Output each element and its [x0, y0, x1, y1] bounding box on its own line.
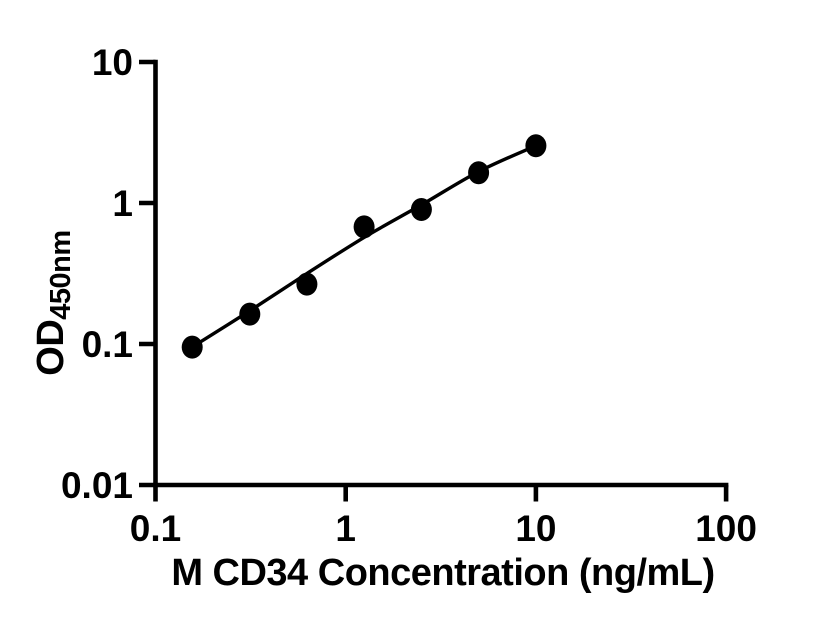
x-tick-label: 0.1	[130, 508, 181, 549]
y-tick-label: 10	[92, 42, 133, 83]
x-axis-title: M CD34 Concentration (ng/mL)	[171, 552, 714, 594]
data-point	[525, 134, 547, 158]
y-axis-title-subscript: 450nm	[45, 230, 77, 319]
y-axis-title-main: OD	[30, 320, 72, 376]
data-point	[410, 198, 432, 221]
y-tick-label: 0.1	[82, 324, 133, 365]
data-point	[353, 215, 375, 239]
x-tick-label: 10	[515, 508, 556, 549]
data-point	[239, 302, 261, 326]
y-tick-label: 0.01	[61, 465, 133, 506]
y-axis-title: OD450nm	[30, 230, 77, 375]
y-tick-label: 1	[112, 183, 133, 224]
data-point	[181, 335, 203, 359]
x-tick-label: 100	[695, 508, 757, 549]
data-point	[296, 272, 318, 296]
x-tick-label: 1	[335, 508, 356, 549]
data-point	[468, 161, 490, 185]
